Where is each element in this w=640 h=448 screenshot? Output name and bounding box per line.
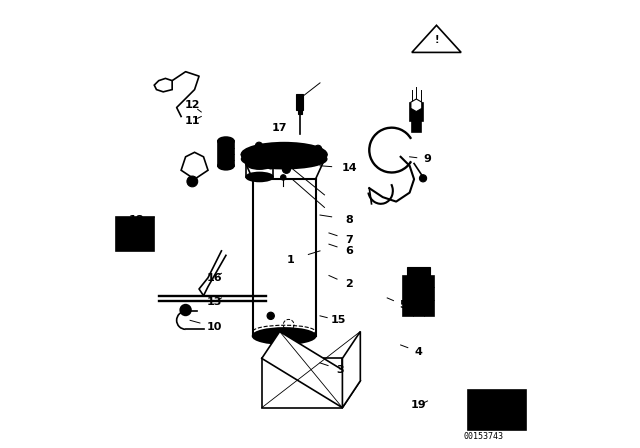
Polygon shape xyxy=(411,99,422,112)
Polygon shape xyxy=(342,332,360,408)
Text: 1: 1 xyxy=(287,255,295,265)
Bar xyxy=(412,119,421,132)
Circle shape xyxy=(419,175,427,182)
Polygon shape xyxy=(262,358,342,408)
Text: 15: 15 xyxy=(330,315,346,325)
Text: 9: 9 xyxy=(424,154,431,164)
Text: 10: 10 xyxy=(207,322,223,332)
Text: 18: 18 xyxy=(129,215,144,224)
Text: 11: 11 xyxy=(184,116,200,126)
Circle shape xyxy=(187,176,198,187)
Text: 13: 13 xyxy=(207,297,223,307)
Polygon shape xyxy=(412,26,461,52)
Circle shape xyxy=(314,145,322,152)
Text: 17: 17 xyxy=(272,123,287,133)
Bar xyxy=(116,217,154,251)
Text: 8: 8 xyxy=(345,215,353,224)
Text: 2: 2 xyxy=(345,280,353,289)
Ellipse shape xyxy=(242,150,327,168)
Text: 14: 14 xyxy=(341,163,357,173)
Text: 5: 5 xyxy=(399,300,406,310)
Bar xyxy=(468,390,526,430)
Polygon shape xyxy=(475,405,506,423)
Text: 00153743: 00153743 xyxy=(463,432,504,441)
Circle shape xyxy=(282,165,291,173)
Text: !: ! xyxy=(434,35,439,45)
Text: R 134a: R 134a xyxy=(118,230,140,236)
Circle shape xyxy=(267,162,275,169)
Text: 16: 16 xyxy=(207,273,223,283)
Text: 12: 12 xyxy=(184,100,200,110)
Bar xyxy=(298,108,302,114)
Text: 19: 19 xyxy=(411,401,426,410)
Text: 6: 6 xyxy=(345,246,353,256)
Bar xyxy=(410,103,423,121)
Circle shape xyxy=(310,158,317,165)
Ellipse shape xyxy=(242,143,327,166)
Circle shape xyxy=(180,305,191,315)
Polygon shape xyxy=(181,152,208,179)
Text: 7: 7 xyxy=(345,235,353,245)
Bar xyxy=(403,276,434,316)
Circle shape xyxy=(280,175,286,180)
Ellipse shape xyxy=(246,158,273,169)
Text: 3: 3 xyxy=(337,365,344,375)
Text: 4: 4 xyxy=(415,347,422,357)
Circle shape xyxy=(255,142,262,149)
Bar xyxy=(218,141,234,166)
Bar xyxy=(296,94,303,110)
Ellipse shape xyxy=(218,162,234,170)
Ellipse shape xyxy=(253,328,316,344)
Polygon shape xyxy=(154,78,172,92)
Bar xyxy=(407,267,430,276)
Circle shape xyxy=(267,312,275,319)
Ellipse shape xyxy=(218,137,234,145)
Polygon shape xyxy=(262,332,360,408)
Ellipse shape xyxy=(246,172,273,181)
